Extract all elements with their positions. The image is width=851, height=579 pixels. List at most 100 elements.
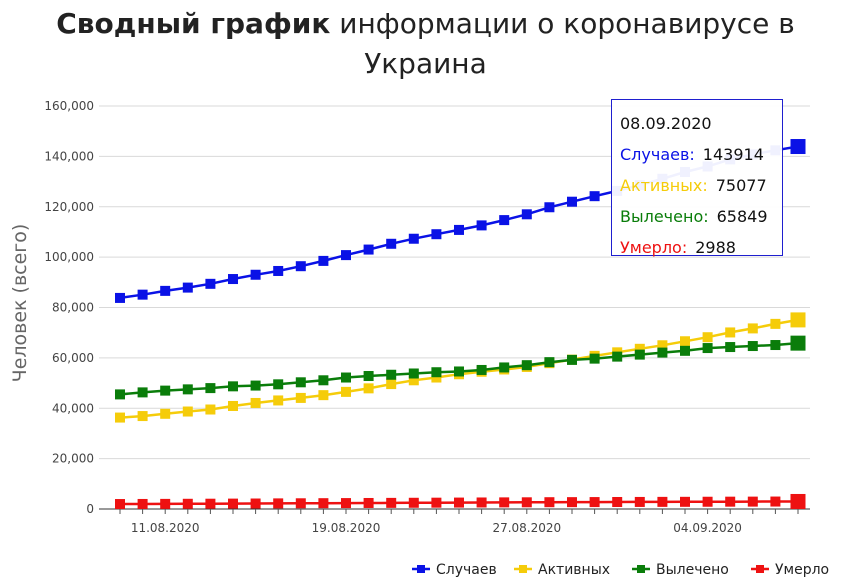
legend-item-0[interactable]: Случаев xyxy=(412,562,497,578)
data-point[interactable] xyxy=(657,347,668,358)
data-point[interactable] xyxy=(318,255,329,266)
data-point[interactable] xyxy=(657,496,668,507)
data-point[interactable] xyxy=(273,265,284,276)
data-point[interactable] xyxy=(499,215,510,226)
legend[interactable]: Случаев Активных Вылечено Умерло xyxy=(412,562,829,578)
data-point[interactable] xyxy=(567,196,577,207)
data-point[interactable] xyxy=(499,497,510,508)
data-point[interactable] xyxy=(273,379,284,390)
data-point[interactable] xyxy=(182,406,193,417)
data-point[interactable] xyxy=(386,369,397,380)
data-point[interactable] xyxy=(250,498,261,509)
data-point[interactable] xyxy=(295,498,306,509)
data-point[interactable] xyxy=(521,497,532,508)
data-point[interactable] xyxy=(725,496,736,507)
data-point[interactable] xyxy=(160,285,171,296)
data-point[interactable] xyxy=(657,340,668,351)
data-point[interactable] xyxy=(790,493,806,509)
legend-item-1[interactable]: Активных xyxy=(514,562,610,578)
data-point[interactable] xyxy=(341,250,351,261)
data-point[interactable] xyxy=(725,327,736,338)
data-point[interactable] xyxy=(634,496,645,507)
data-point[interactable] xyxy=(790,312,806,328)
data-point[interactable] xyxy=(567,497,577,508)
data-point[interactable] xyxy=(770,340,781,351)
data-point[interactable] xyxy=(137,289,148,300)
data-point[interactable] xyxy=(137,387,148,398)
data-point[interactable] xyxy=(431,367,442,378)
data-point[interactable] xyxy=(205,404,216,415)
data-point[interactable] xyxy=(363,244,374,255)
data-point[interactable] xyxy=(612,351,623,362)
data-point[interactable] xyxy=(182,282,193,293)
data-point[interactable] xyxy=(634,349,645,360)
data-point[interactable] xyxy=(250,380,261,391)
data-point[interactable] xyxy=(454,497,464,508)
data-point[interactable] xyxy=(476,220,487,231)
data-point[interactable] xyxy=(589,191,600,202)
data-point[interactable] xyxy=(431,229,442,240)
legend-item-3[interactable]: Умерло xyxy=(751,562,829,578)
data-point[interactable] xyxy=(137,498,148,509)
data-point[interactable] xyxy=(747,496,758,507)
data-point[interactable] xyxy=(295,377,306,388)
data-point[interactable] xyxy=(160,408,171,419)
data-point[interactable] xyxy=(273,395,284,406)
data-point[interactable] xyxy=(160,385,171,396)
data-point[interactable] xyxy=(205,278,216,289)
data-point[interactable] xyxy=(228,274,238,285)
data-point[interactable] xyxy=(747,341,758,352)
data-point[interactable] xyxy=(408,368,419,379)
data-point[interactable] xyxy=(250,269,261,280)
data-point[interactable] xyxy=(318,390,329,401)
data-point[interactable] xyxy=(273,498,284,509)
data-point[interactable] xyxy=(476,364,487,375)
data-point[interactable] xyxy=(680,496,690,507)
data-point[interactable] xyxy=(544,497,555,508)
data-point[interactable] xyxy=(521,360,532,371)
data-point[interactable] xyxy=(295,261,306,272)
data-point[interactable] xyxy=(386,497,397,508)
data-point[interactable] xyxy=(589,353,600,364)
data-point[interactable] xyxy=(680,336,690,347)
data-point[interactable] xyxy=(431,372,442,383)
data-point[interactable] xyxy=(770,318,781,329)
data-point[interactable] xyxy=(790,335,806,351)
data-point[interactable] xyxy=(680,345,690,356)
data-point[interactable] xyxy=(341,372,351,383)
data-point[interactable] xyxy=(544,357,555,368)
data-point[interactable] xyxy=(363,497,374,508)
data-point[interactable] xyxy=(747,323,758,334)
data-point[interactable] xyxy=(567,354,577,365)
data-point[interactable] xyxy=(295,392,306,403)
data-point[interactable] xyxy=(702,343,713,354)
data-point[interactable] xyxy=(318,375,329,386)
data-point[interactable] xyxy=(137,411,148,422)
data-point[interactable] xyxy=(363,371,374,382)
data-point[interactable] xyxy=(160,498,171,509)
data-point[interactable] xyxy=(386,379,397,390)
data-point[interactable] xyxy=(205,498,216,509)
data-point[interactable] xyxy=(341,386,351,397)
data-point[interactable] xyxy=(408,497,419,508)
data-point[interactable] xyxy=(770,496,781,507)
data-point[interactable] xyxy=(499,362,510,373)
data-point[interactable] xyxy=(115,412,125,423)
data-point[interactable] xyxy=(228,400,238,411)
data-point[interactable] xyxy=(115,292,125,303)
data-point[interactable] xyxy=(228,498,238,509)
data-point[interactable] xyxy=(544,202,555,213)
data-point[interactable] xyxy=(702,496,713,507)
data-point[interactable] xyxy=(454,366,464,377)
data-point[interactable] xyxy=(476,497,487,508)
data-point[interactable] xyxy=(589,497,600,508)
data-point[interactable] xyxy=(725,342,736,353)
data-point[interactable] xyxy=(115,389,125,400)
data-point[interactable] xyxy=(182,498,193,509)
data-point[interactable] xyxy=(363,383,374,394)
data-point[interactable] xyxy=(790,139,806,155)
legend-item-2[interactable]: Вылечено xyxy=(632,562,729,578)
data-point[interactable] xyxy=(702,332,713,343)
data-point[interactable] xyxy=(341,498,351,509)
data-point[interactable] xyxy=(612,496,623,507)
